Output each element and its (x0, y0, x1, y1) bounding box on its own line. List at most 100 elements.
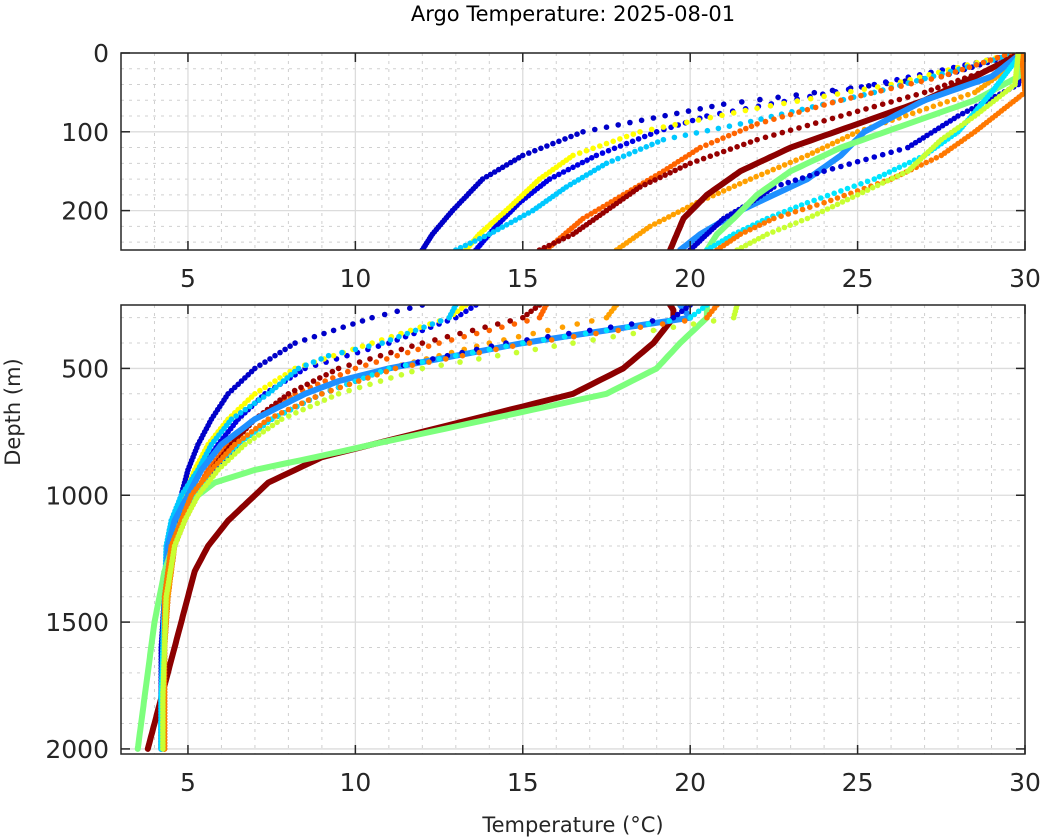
profile-point (747, 176, 754, 182)
profile-point (764, 231, 770, 237)
profile-point (882, 79, 889, 85)
profile-point (236, 438, 242, 445)
profile-point (548, 337, 555, 343)
profile-point (643, 144, 650, 150)
profile-point (637, 324, 644, 331)
profile-point (871, 154, 878, 160)
profile-point (913, 78, 920, 84)
profile-point (584, 213, 590, 219)
profile-point (240, 435, 246, 442)
y-tick-label: 200 (61, 197, 109, 226)
profile-point (295, 365, 302, 372)
profile-point (486, 327, 493, 334)
profile-point (603, 327, 610, 334)
profile-point (684, 119, 690, 126)
profile-point (748, 123, 755, 130)
profile-point (392, 365, 399, 372)
profile-point (610, 138, 616, 145)
profile-point (593, 152, 600, 159)
profile-point (814, 170, 820, 177)
profile-point (905, 144, 911, 151)
profile-point (257, 387, 263, 394)
profile-point (864, 178, 871, 185)
profile-point (649, 141, 655, 148)
profile-point (337, 384, 344, 391)
profile-point (429, 321, 436, 327)
profile-point (491, 169, 498, 175)
profile-point (785, 211, 791, 217)
profile-point (879, 180, 886, 186)
series-profile-3 (463, 53, 1018, 250)
profile-point (242, 406, 249, 413)
profile-point (654, 139, 661, 145)
profile-point (849, 131, 856, 137)
profile-point (672, 121, 678, 128)
profile-point (787, 127, 794, 133)
profile-point (905, 168, 911, 174)
profile-point (325, 352, 332, 359)
profile-point (839, 136, 846, 142)
profile-point (854, 192, 861, 198)
profile-point (617, 143, 624, 149)
profile-point (396, 333, 402, 340)
profile-point (530, 330, 536, 337)
profile-point (898, 83, 904, 89)
profile-point (901, 162, 908, 168)
series-profile-12 (158, 305, 710, 752)
profile-point (824, 143, 831, 149)
profile-point (443, 356, 449, 362)
profile-point (257, 362, 263, 369)
x-tick-label: 25 (842, 768, 874, 797)
profile-point (576, 150, 583, 156)
profile-point (792, 208, 799, 215)
profile-point (714, 151, 720, 157)
profile-point (709, 103, 715, 110)
profile-point (437, 318, 444, 324)
series-profile-2 (160, 305, 479, 752)
profile-point (660, 124, 667, 130)
profile-point (858, 181, 864, 187)
profile-point (246, 438, 253, 445)
profile-point (809, 213, 816, 219)
profile-point (896, 164, 903, 171)
series-profile-14 (160, 305, 740, 752)
profile-point (708, 244, 714, 250)
profile-point (299, 400, 305, 407)
profile-point (807, 204, 813, 210)
profile-point (854, 158, 861, 165)
profile-point (617, 136, 623, 142)
profile-point (515, 333, 522, 340)
profile-point (635, 136, 642, 142)
series-profile-10 (158, 305, 693, 752)
profile-point (473, 330, 480, 337)
profile-point (388, 349, 394, 356)
profile-point (629, 138, 636, 145)
profile-point (346, 362, 352, 369)
profile-point (536, 314, 543, 321)
profile-point (737, 128, 743, 134)
profile-point (430, 356, 436, 362)
y-tick-label: 500 (61, 354, 109, 383)
y-tick-label: 0 (93, 39, 109, 68)
profile-point (551, 173, 558, 180)
x-tick-label: 15 (507, 768, 539, 797)
x-tick-label: 20 (674, 768, 706, 797)
profile-point (909, 110, 916, 117)
profile-point (821, 168, 827, 174)
profile-point (886, 169, 893, 175)
profile-point (319, 391, 325, 397)
profile-point (849, 194, 856, 200)
y-axis-label: Depth (m) (1, 358, 25, 465)
profile-point (265, 425, 271, 432)
profile-point (923, 105, 930, 112)
profile-point (681, 318, 688, 324)
profile-point (715, 125, 722, 132)
profile-point (346, 387, 352, 394)
profile-point (694, 158, 700, 164)
profile-point (708, 140, 715, 146)
profile-point (941, 82, 948, 89)
profile-point (269, 387, 275, 394)
profile-point (335, 391, 342, 397)
profile-point (570, 164, 576, 171)
chart-title: Argo Temperature: 2025-08-01 (411, 2, 735, 26)
